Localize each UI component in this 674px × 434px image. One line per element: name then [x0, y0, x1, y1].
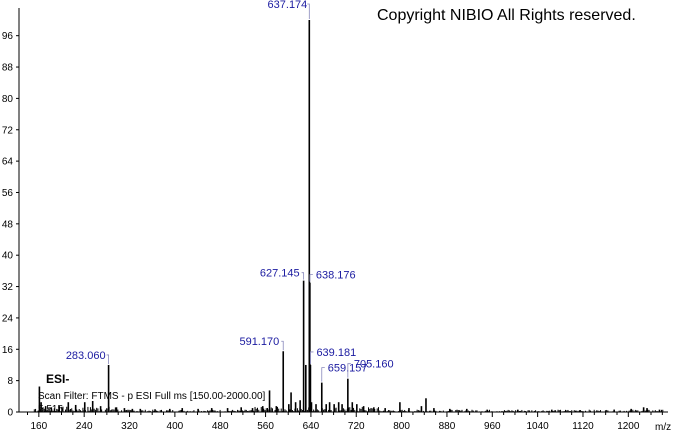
y-tick-label: 72 [2, 125, 14, 136]
scan-filter-text: Scan Filter: FTMS - p ESI Full ms [150.0… [38, 391, 266, 402]
y-tick-label: 40 [2, 251, 14, 262]
x-tick-label: 720 [348, 421, 365, 432]
x-tick-label: 320 [121, 421, 138, 432]
y-axis-ticks: 0 8 16 24 32 40 48 56 64 72 80 88 96 [2, 31, 19, 419]
x-tick-label: 400 [167, 421, 184, 432]
peak-label-leader [310, 351, 314, 364]
x-tick-label: 1040 [527, 421, 550, 432]
y-tick-label: 48 [2, 219, 14, 230]
copyright-notice: Copyright NIBIO All Rights reserved. [377, 7, 636, 24]
x-tick-label: 1120 [572, 421, 594, 432]
peak-label-leader [309, 274, 313, 282]
y-tick-label: 96 [2, 31, 14, 42]
x-tick-label: 240 [76, 421, 93, 432]
peak-label: 637.174 [268, 0, 308, 11]
peak-label: 638.176 [316, 270, 356, 282]
x-tick-label: 880 [439, 421, 456, 432]
x-tick-label: 1200 [617, 421, 640, 432]
background-peaks [33, 406, 665, 412]
y-tick-label: 16 [2, 345, 14, 356]
x-tick-label: 480 [212, 421, 229, 432]
x-tick-label: 960 [484, 421, 501, 432]
x-tick-label: 640 [303, 421, 320, 432]
y-tick-label: 8 [7, 376, 13, 387]
y-tick-label: 88 [2, 63, 14, 74]
peak-label: 591.170 [239, 336, 279, 348]
x-tick-label: 800 [393, 421, 410, 432]
y-tick-label: 0 [7, 408, 13, 419]
x-tick-label: 560 [257, 421, 274, 432]
peak-label-leader [307, 3, 310, 19]
peak-label: 705.160 [354, 359, 394, 371]
y-tick-label: 64 [2, 157, 14, 168]
x-axis-ticks: 160 240 320 400 480 560 640 720 800 880 960 1040 112… [27, 412, 663, 432]
peak-labels: 283.060 591.170 627.145 637.174 638.176 639.1… [66, 0, 394, 382]
peak-label-leader [106, 354, 109, 364]
peak-label: 627.145 [260, 268, 300, 280]
x-axis-title: m/z [655, 422, 671, 433]
peak-label-leader [321, 367, 325, 382]
peak-label: 639.181 [316, 347, 356, 359]
peak-label: 283.060 [66, 350, 106, 362]
peak-label-leader [281, 340, 284, 351]
x-tick-label: 160 [30, 421, 47, 432]
background-peak-label: 5.515 [38, 404, 63, 415]
y-tick-label: 24 [2, 313, 14, 324]
y-tick-label: 56 [2, 188, 14, 199]
ionization-mode-label: ESI- [46, 372, 69, 386]
y-tick-label: 32 [2, 282, 14, 293]
spectrum-peaks [38, 20, 661, 412]
y-tick-label: 80 [2, 94, 14, 105]
peak-label-leader [347, 363, 351, 378]
peak-label-leader [301, 272, 305, 280]
